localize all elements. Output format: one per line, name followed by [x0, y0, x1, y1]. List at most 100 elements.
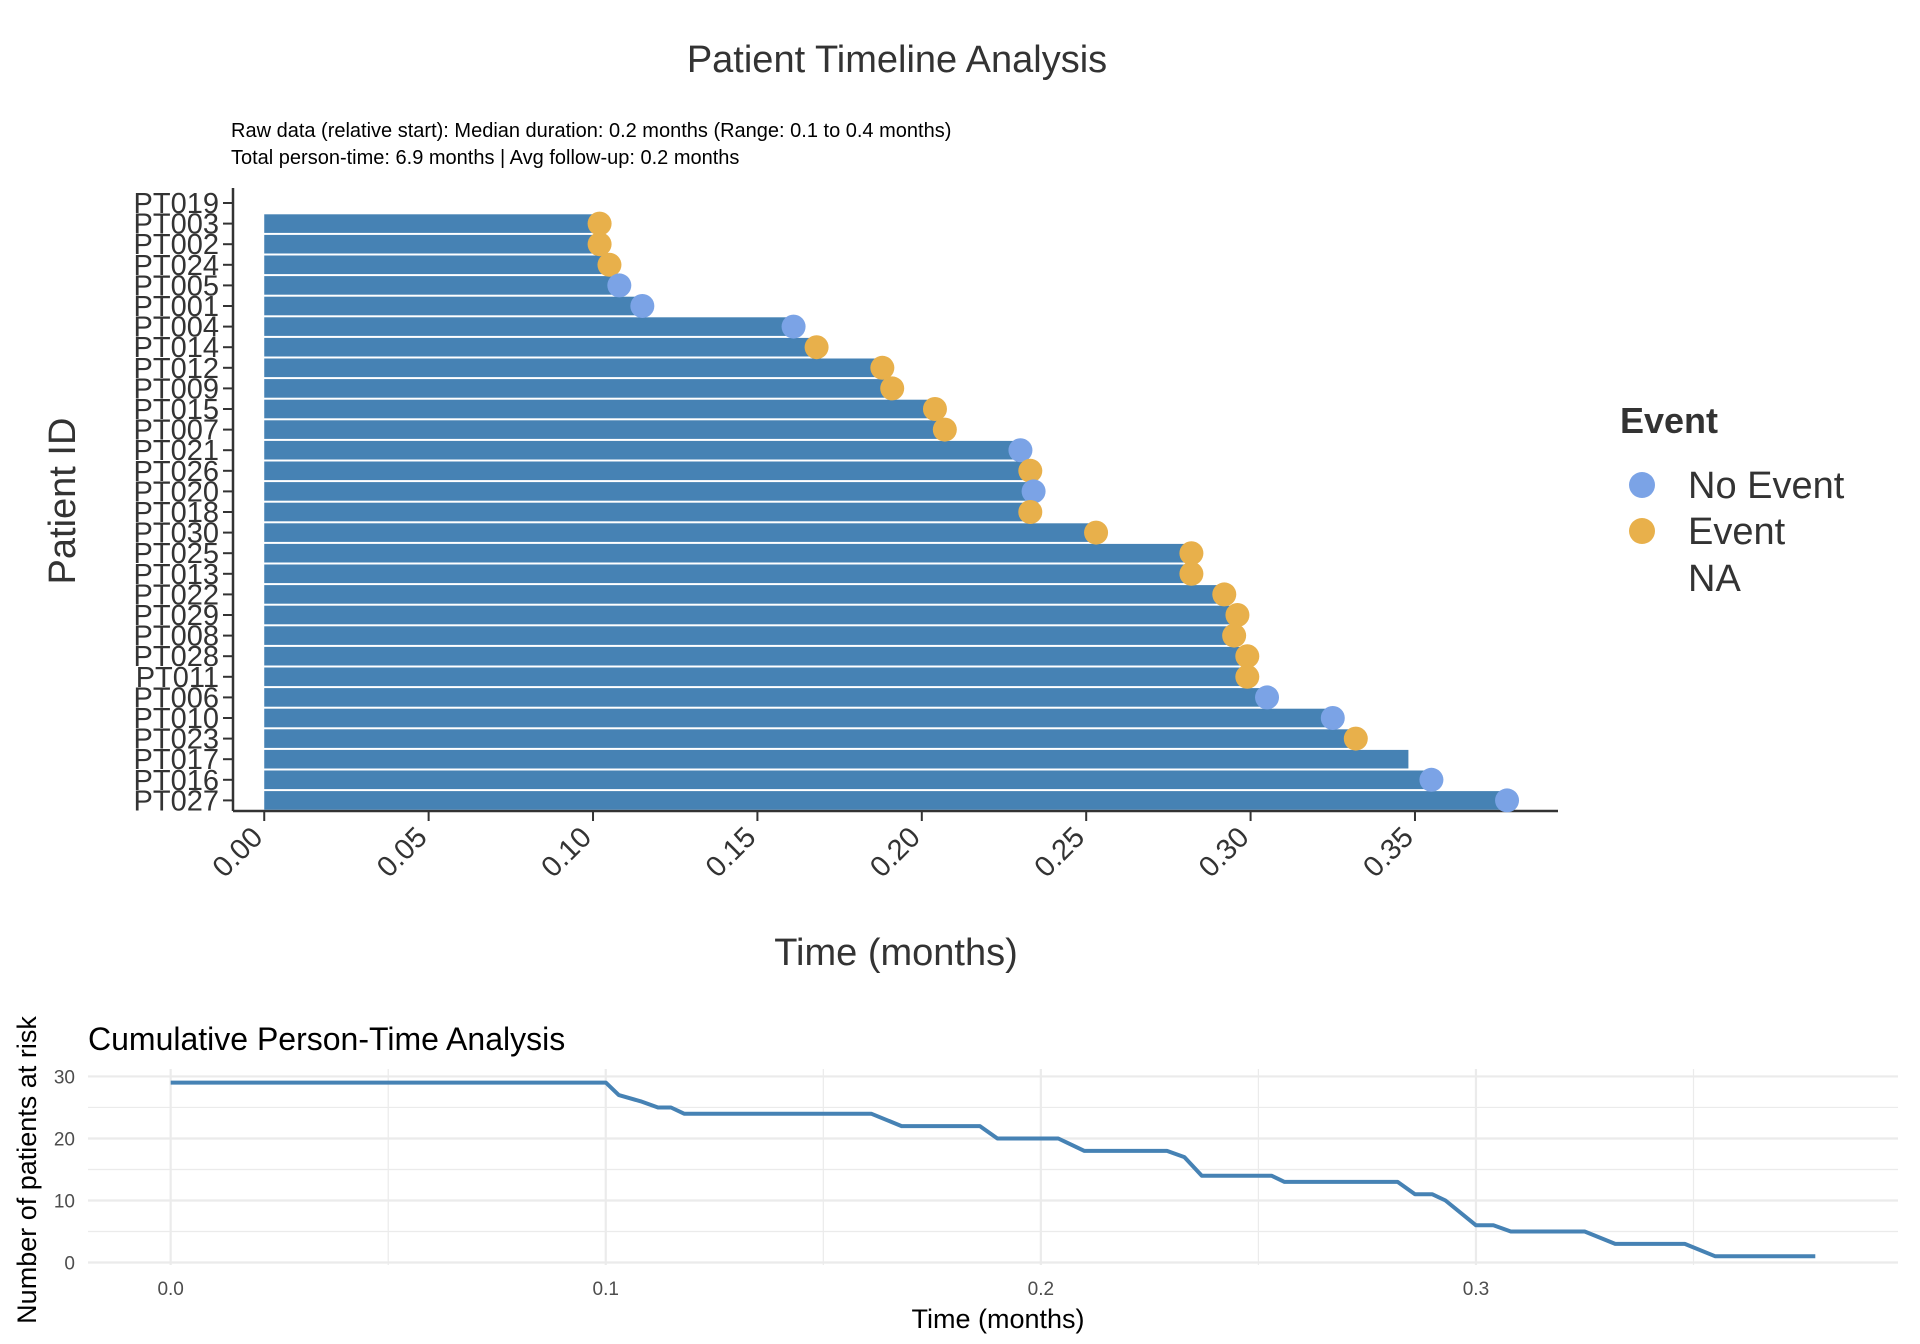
- bottom-x-tick-label: 0.0: [157, 1279, 183, 1300]
- patient-bar: [264, 440, 1021, 460]
- patient-bar: [264, 543, 1192, 563]
- patient-bar: [264, 276, 620, 295]
- patient-bar: [264, 770, 1432, 790]
- patient-bar: [264, 358, 883, 378]
- legend-title: Event: [1620, 400, 1718, 441]
- main-y-tick-label: PT026: [134, 456, 219, 488]
- main-y-tick-label: PT002: [134, 229, 219, 261]
- legend-event-label: Event: [1688, 511, 1786, 553]
- patient-bar: [264, 502, 1031, 522]
- main-y-tick-label: PT008: [134, 621, 219, 653]
- legend: Event No Event Event NA: [1620, 400, 1845, 600]
- patient-bar: [264, 749, 1409, 769]
- main-x-tick-label: 0.30: [1193, 821, 1256, 884]
- bottom-plot-area: 0.0 0.1 0.2 0.3 0 10 20 30: [54, 1067, 1898, 1300]
- event-point: [804, 335, 829, 360]
- event-point: [1018, 500, 1043, 524]
- legend-no-event-marker: [1629, 472, 1655, 498]
- event-point: [870, 355, 895, 380]
- event-point: [1084, 520, 1109, 545]
- main-y-tick-label: PT019: [134, 188, 219, 220]
- main-y-tick-label: PT003: [134, 209, 219, 241]
- event-point: [1225, 603, 1250, 627]
- main-x-tick-label: 0.35: [1357, 821, 1420, 884]
- event-point: [1021, 479, 1046, 504]
- patient-bar: [264, 729, 1356, 748]
- patient-bar: [264, 234, 600, 254]
- event-point: [1343, 726, 1368, 751]
- event-point: [1320, 706, 1345, 730]
- main-y-tick-label: PT018: [134, 497, 219, 529]
- main-y-tick-label: PT025: [134, 538, 219, 570]
- event-point: [1495, 788, 1520, 813]
- event-point: [1235, 644, 1260, 669]
- bottom-x-tick-label: 0.1: [593, 1279, 619, 1300]
- main-y-tick-label: PT005: [134, 270, 219, 302]
- main-y-tick-label: PT011: [136, 662, 219, 694]
- patient-bar: [264, 626, 1235, 645]
- patient-bar: [264, 420, 945, 439]
- patient-bar: [264, 317, 794, 336]
- patient-bar: [264, 337, 817, 357]
- bottom-x-tick-label: 0.2: [1028, 1279, 1054, 1300]
- main-plot-area: PT019PT003PT002PT024PT005PT001PT004PT014…: [134, 188, 1558, 884]
- patient-bar: [264, 523, 1097, 542]
- bottom-x-axis-label: Time (months): [911, 1304, 1084, 1334]
- patient-bar: [264, 255, 610, 275]
- main-y-tick-label: PT016: [134, 765, 219, 797]
- main-y-tick-label: PT022: [134, 579, 219, 611]
- patient-bar: [264, 605, 1238, 625]
- legend-na-label: NA: [1688, 558, 1741, 600]
- at-risk-line: [170, 1080, 1816, 1259]
- patient-bar: [264, 585, 1225, 604]
- main-x-tick-label: 0.00: [207, 821, 270, 884]
- main-y-tick-label: PT024: [134, 250, 219, 282]
- main-y-tick-label: PT027: [134, 785, 219, 817]
- patient-bar: [264, 379, 893, 398]
- main-y-tick-label: PT010: [134, 703, 219, 735]
- bottom-x-tick-label: 0.3: [1463, 1279, 1489, 1300]
- main-y-tick-label: PT012: [134, 353, 219, 385]
- patient-bar: [264, 214, 600, 233]
- bottom-y-tick-label: 10: [54, 1191, 75, 1212]
- event-point: [1179, 561, 1204, 586]
- main-x-tick-label: 0.05: [371, 821, 434, 884]
- event-point: [922, 397, 947, 421]
- patient-bar: [264, 564, 1192, 584]
- event-point: [1018, 458, 1043, 483]
- patient-bar: [264, 646, 1248, 666]
- event-point: [1179, 541, 1204, 566]
- bottom-y-tick-label: 0: [64, 1254, 75, 1275]
- patient-bar: [264, 461, 1031, 481]
- event-point: [1255, 685, 1280, 710]
- event-point: [1212, 582, 1237, 607]
- bottom-chart-title: Cumulative Person-Time Analysis: [88, 1021, 565, 1057]
- main-y-tick-label: PT006: [134, 682, 219, 714]
- patient-bar: [264, 296, 643, 316]
- main-y-tick-label: PT030: [134, 518, 219, 550]
- main-chart-subtitle-line-2: Total person-time: 6.9 months | Avg foll…: [231, 147, 739, 169]
- patient-bar: [264, 482, 1034, 501]
- main-x-tick-label: 0.25: [1029, 821, 1092, 884]
- main-y-tick-label: PT004: [134, 312, 219, 344]
- patient-bar: [264, 791, 1508, 810]
- event-point: [607, 273, 632, 298]
- event-point: [630, 294, 655, 318]
- event-point: [587, 211, 612, 236]
- main-x-tick-label: 0.15: [700, 821, 763, 884]
- bottom-y-tick-label: 30: [54, 1067, 75, 1088]
- main-y-tick-label: PT013: [134, 559, 219, 591]
- event-point: [932, 417, 957, 442]
- main-y-tick-label: PT001: [134, 291, 219, 323]
- patient-bar: [264, 399, 935, 419]
- event-point: [1008, 438, 1033, 463]
- main-y-tick-label: PT029: [134, 600, 219, 632]
- event-point: [1222, 623, 1247, 648]
- main-y-tick-label: PT021: [134, 435, 219, 467]
- event-point: [880, 376, 905, 401]
- main-x-axis-label: Time (months): [774, 932, 1018, 974]
- event-point: [597, 252, 622, 277]
- main-chart-title: Patient Timeline Analysis: [687, 39, 1107, 81]
- main-y-tick-label: PT015: [134, 394, 219, 426]
